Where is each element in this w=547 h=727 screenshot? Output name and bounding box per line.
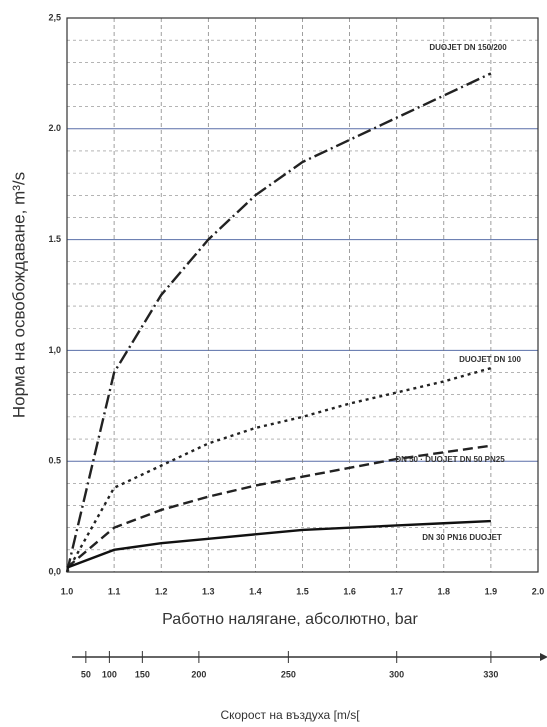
y-tick-label: 2,5: [48, 12, 61, 22]
x-tick-label: 1.0: [61, 586, 74, 596]
speed-tick-label: 200: [191, 669, 206, 679]
x-axis-title: Работно налягане, абсолютно, bar: [162, 611, 418, 628]
x-tick-label: 1.9: [485, 586, 498, 596]
series-line: [66, 519, 491, 569]
x-tick-label: 1.6: [343, 586, 356, 596]
y-tick-label: 1.5: [48, 234, 61, 244]
speed-tick-label: 250: [281, 669, 296, 679]
y-tick-label: 0,0: [48, 566, 61, 576]
speed-axis-arrow: [540, 653, 547, 661]
x-tick-label: 1.5: [296, 586, 309, 596]
x-tick-label: 1.1: [108, 586, 121, 596]
series-label: DN 30 PN16 DUOJET: [422, 533, 502, 542]
y-axis-title: Норма на освобождаване, m³/s: [9, 172, 28, 418]
x-tick-label: 1.2: [155, 586, 168, 596]
x-tick-label: 2.0: [532, 586, 545, 596]
series-label: DN 50 · DUOJET DN 50 PN25: [395, 455, 505, 464]
x-tick-label: 1.3: [202, 586, 215, 596]
y-tick-label: 0.5: [48, 456, 61, 466]
speed-tick-label: 150: [135, 669, 150, 679]
series-label: DUOJET DN 100: [459, 355, 521, 364]
series-line: [65, 72, 492, 573]
speed-tick-label: 300: [389, 669, 404, 679]
x-tick-label: 1.4: [249, 586, 262, 596]
speed-tick-label: 50: [81, 669, 91, 679]
series-line: [66, 444, 492, 569]
speed-tick-label: 100: [102, 669, 117, 679]
y-tick-label: 2.0: [48, 123, 61, 133]
plot-frame: [66, 17, 539, 573]
series-line: [65, 366, 492, 573]
series-label: DUOJET DN 150/200: [429, 43, 507, 52]
speed-tick-label: 330: [483, 669, 498, 679]
speed-axis-title: Скорост на въздуха [m/s[: [220, 708, 360, 722]
y-tick-label: 1,0: [48, 345, 61, 355]
x-tick-label: 1.7: [390, 586, 403, 596]
x-tick-label: 1.8: [438, 586, 451, 596]
